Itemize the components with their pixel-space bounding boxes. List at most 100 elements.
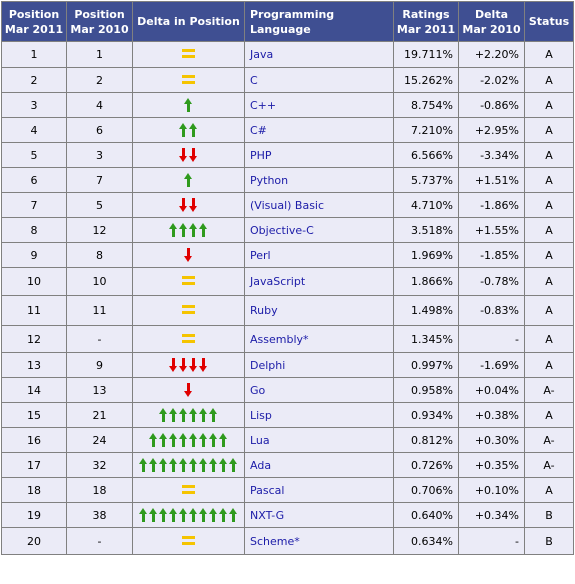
- table-row: 13 9 Delphi 0.997% -1.69% A: [1, 352, 574, 378]
- rating-cell: 7.210%: [393, 117, 459, 143]
- rating-cell: 0.934%: [393, 402, 459, 428]
- delta-cell: -0.83%: [458, 295, 525, 326]
- delta-icons: [179, 146, 198, 162]
- delta-icons: [182, 45, 195, 61]
- language-link[interactable]: Pascal: [244, 477, 394, 503]
- language-link[interactable]: Go: [244, 377, 394, 403]
- position-2011-cell: 20: [1, 527, 67, 555]
- header-position-2011: Position Mar 2011: [1, 1, 67, 42]
- rating-cell: 1.969%: [393, 242, 459, 268]
- status-cell: B: [524, 502, 574, 528]
- down-arrow-icon: [179, 147, 188, 162]
- up-arrow-icon: [199, 407, 208, 422]
- language-link[interactable]: Perl: [244, 242, 394, 268]
- language-link[interactable]: Lua: [244, 427, 394, 453]
- position-2010-cell: 9: [66, 352, 133, 378]
- position-2011-cell: 9: [1, 242, 67, 268]
- delta-icons: [182, 532, 195, 548]
- delta-in-position-cell: [132, 377, 245, 403]
- language-link[interactable]: Lisp: [244, 402, 394, 428]
- down-arrow-icon: [184, 247, 193, 262]
- status-cell: A: [524, 92, 574, 118]
- table-row: 20- Scheme* 0.634% - B: [1, 527, 574, 555]
- delta-icons: [184, 246, 193, 262]
- delta-in-position-cell: [132, 192, 245, 218]
- rating-cell: 4.710%: [393, 192, 459, 218]
- delta-cell: -0.86%: [458, 92, 525, 118]
- up-arrow-icon: [149, 507, 158, 522]
- status-cell: A: [524, 117, 574, 143]
- up-arrow-icon: [209, 507, 218, 522]
- delta-cell: -0.78%: [458, 267, 525, 296]
- rating-cell: 1.345%: [393, 325, 459, 353]
- table-row: 7 5 (Visual) Basic 4.710% -1.86% A: [1, 192, 574, 218]
- delta-cell: -1.85%: [458, 242, 525, 268]
- up-arrow-icon: [159, 457, 168, 472]
- delta-in-position-cell: [132, 41, 245, 68]
- delta-cell: +0.35%: [458, 452, 525, 478]
- language-link[interactable]: Ruby: [244, 295, 394, 326]
- delta-cell: -1.86%: [458, 192, 525, 218]
- language-link[interactable]: Assembly*: [244, 325, 394, 353]
- table-row: 3 4 C++ 8.754% -0.86% A: [1, 92, 574, 118]
- position-2010-cell: 18: [66, 477, 133, 503]
- header-delta-in-position: Delta in Position: [132, 1, 245, 42]
- position-2011-cell: 4: [1, 117, 67, 143]
- position-2010-cell: 7: [66, 167, 133, 193]
- up-arrow-icon: [149, 457, 158, 472]
- up-arrow-icon: [199, 222, 208, 237]
- position-2010-cell: 8: [66, 242, 133, 268]
- rating-cell: 0.634%: [393, 527, 459, 555]
- rating-cell: 5.737%: [393, 167, 459, 193]
- language-link[interactable]: PHP: [244, 142, 394, 168]
- delta-in-position-cell: [132, 325, 245, 353]
- rating-cell: 15.262%: [393, 67, 459, 93]
- language-link[interactable]: NXT-G: [244, 502, 394, 528]
- position-2011-cell: 5: [1, 142, 67, 168]
- rating-cell: 0.997%: [393, 352, 459, 378]
- position-2011-cell: 2: [1, 67, 67, 93]
- header-position-2010: Position Mar 2010: [66, 1, 133, 42]
- up-arrow-icon: [189, 507, 198, 522]
- equal-sign-icon: [182, 305, 195, 314]
- language-link[interactable]: C++: [244, 92, 394, 118]
- status-cell: B: [524, 527, 574, 555]
- language-link[interactable]: JavaScript: [244, 267, 394, 296]
- position-2010-cell: 13: [66, 377, 133, 403]
- equal-sign-icon: [182, 276, 195, 285]
- rating-cell: 3.518%: [393, 217, 459, 243]
- status-cell: A-: [524, 452, 574, 478]
- position-2010-cell: -: [66, 527, 133, 555]
- delta-in-position-cell: [132, 295, 245, 326]
- up-arrow-icon: [199, 507, 208, 522]
- language-link[interactable]: Python: [244, 167, 394, 193]
- language-link[interactable]: C: [244, 67, 394, 93]
- language-link[interactable]: Objective-C: [244, 217, 394, 243]
- language-link[interactable]: Delphi: [244, 352, 394, 378]
- up-arrow-icon: [139, 507, 148, 522]
- up-arrow-icon: [139, 457, 148, 472]
- up-arrow-icon: [229, 507, 238, 522]
- delta-cell: +0.10%: [458, 477, 525, 503]
- up-arrow-icon: [179, 432, 188, 447]
- up-arrow-icon: [219, 432, 228, 447]
- language-link[interactable]: Ada: [244, 452, 394, 478]
- delta-icons: [182, 330, 195, 346]
- equal-sign-icon: [182, 484, 195, 494]
- table-row: 14 13 Go 0.958% +0.04% A-: [1, 377, 574, 403]
- up-arrow-icon: [199, 457, 208, 472]
- equal-sign-icon: [182, 49, 195, 58]
- position-2011-cell: 12: [1, 325, 67, 353]
- language-link[interactable]: (Visual) Basic: [244, 192, 394, 218]
- table-row: 11 11 Ruby 1.498% -0.83% A: [1, 295, 574, 326]
- rating-cell: 0.706%: [393, 477, 459, 503]
- position-2011-cell: 8: [1, 217, 67, 243]
- status-cell: A-: [524, 377, 574, 403]
- language-link[interactable]: Java: [244, 41, 394, 68]
- language-link[interactable]: C#: [244, 117, 394, 143]
- up-arrow-icon: [179, 457, 188, 472]
- status-cell: A: [524, 402, 574, 428]
- language-link[interactable]: Scheme*: [244, 527, 394, 555]
- rating-cell: 19.711%: [393, 41, 459, 68]
- position-2011-cell: 1: [1, 41, 67, 68]
